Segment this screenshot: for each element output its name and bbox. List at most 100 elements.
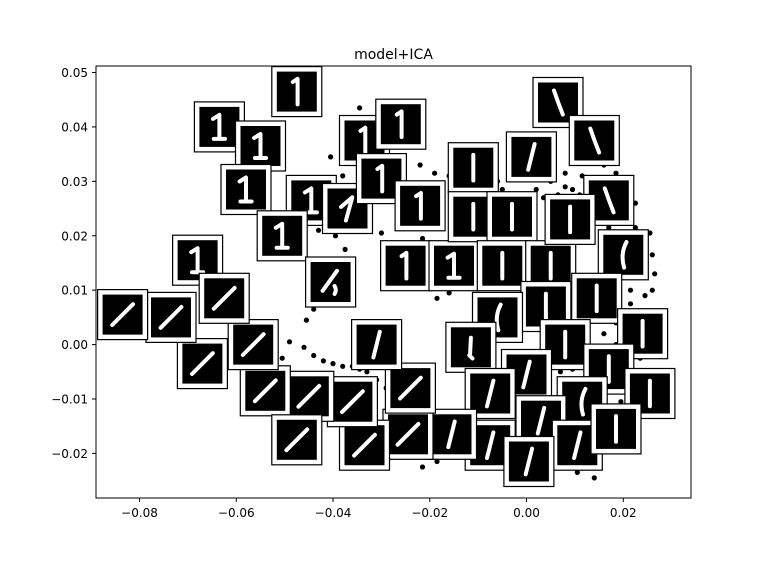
digit-thumbnail xyxy=(172,234,224,286)
digit-stroke xyxy=(394,109,404,139)
data-point xyxy=(419,235,426,242)
data-point xyxy=(613,170,619,176)
digit-thumbnail xyxy=(351,319,403,371)
digit-stroke xyxy=(399,250,409,281)
digit-stroke xyxy=(526,142,537,172)
x-tick-label: −0.02 xyxy=(411,506,448,520)
digit-thumbnail xyxy=(234,120,287,172)
digit-stroke xyxy=(446,419,457,450)
chart-title: model+ICA xyxy=(354,47,433,63)
digit-stroke xyxy=(189,246,206,275)
digit-thumbnail xyxy=(568,114,620,167)
digit-thumbnail xyxy=(305,256,357,308)
digit-stroke xyxy=(485,430,496,461)
digit-thumbnail xyxy=(220,163,272,216)
digit-thumbnail xyxy=(471,291,524,343)
digit-stroke xyxy=(284,427,310,453)
digit-thumbnail xyxy=(384,362,436,414)
digit-stroke xyxy=(290,76,300,107)
data-point xyxy=(562,170,568,176)
digit-thumbnail xyxy=(176,338,228,390)
digit-thumbnail xyxy=(486,191,538,243)
digit-stroke xyxy=(523,446,535,477)
digit-stroke xyxy=(240,332,266,358)
data-point xyxy=(562,184,568,190)
digit-thumbnail xyxy=(425,408,478,460)
data-point xyxy=(649,287,655,293)
digit-thumbnail xyxy=(375,98,427,150)
data-point xyxy=(330,361,336,367)
y-tick-label: 0.02 xyxy=(61,229,88,243)
data-point xyxy=(606,225,612,231)
data-point xyxy=(417,162,423,168)
digit-stroke xyxy=(273,221,290,250)
digit-stroke xyxy=(110,302,135,328)
digit-thumbnail xyxy=(597,229,649,281)
digit-stroke xyxy=(494,302,503,333)
digit-thumbnail xyxy=(145,291,197,343)
digit-stroke xyxy=(375,163,385,194)
digit-thumbnail xyxy=(271,65,323,118)
digit-thumbnail xyxy=(321,182,374,235)
digit-stroke xyxy=(467,335,475,361)
digit-stroke xyxy=(414,191,423,221)
digit-stroke xyxy=(211,285,237,311)
x-tick-label: −0.04 xyxy=(315,506,352,520)
digit-thumbnail xyxy=(503,435,555,488)
digit-thumbnail xyxy=(198,272,250,324)
data-point xyxy=(303,317,309,323)
digit-thumbnail xyxy=(326,376,378,428)
digit-stroke xyxy=(339,389,365,415)
digit-stroke xyxy=(210,112,227,141)
digit-stroke xyxy=(395,421,421,447)
x-tick-label: −0.08 xyxy=(121,506,158,520)
data-point xyxy=(627,301,634,307)
y-tick-label: 0.03 xyxy=(61,175,88,189)
digit-stroke xyxy=(252,132,269,161)
y-tick-label: 0.01 xyxy=(61,284,88,298)
data-point xyxy=(632,225,639,231)
data-point xyxy=(627,287,634,293)
digit-thumbnail xyxy=(447,142,499,194)
y-tick-label: 0.05 xyxy=(61,66,88,80)
digit-stroke xyxy=(339,195,355,223)
digit-stroke xyxy=(358,125,368,156)
y-axis: −0.02 −0.01 0.00 0.01 0.02 0.03 0.04 0.05 xyxy=(51,66,96,461)
digit-thumbnail xyxy=(382,408,434,460)
data-point xyxy=(364,369,370,375)
digit-stroke xyxy=(189,351,215,377)
data-point xyxy=(320,358,326,364)
y-tick-label: −0.01 xyxy=(51,392,88,406)
digit-thumbnail xyxy=(239,365,291,417)
digit-thumbnail xyxy=(338,419,391,471)
data-point xyxy=(340,173,346,179)
data-point xyxy=(649,252,655,258)
data-point xyxy=(340,363,346,369)
data-point xyxy=(499,186,505,193)
digit-thumbnail xyxy=(283,370,335,422)
data-point xyxy=(419,464,426,470)
plot-frame xyxy=(95,65,692,499)
digit-stroke xyxy=(552,88,565,117)
data-point xyxy=(652,271,658,277)
data-point xyxy=(311,306,317,312)
digit-thumbnail xyxy=(394,180,446,232)
y-tick-label: 0.04 xyxy=(61,120,88,134)
x-tick-label: −0.06 xyxy=(218,506,255,520)
data-point xyxy=(378,230,384,236)
digit-stroke xyxy=(237,175,254,204)
data-point xyxy=(357,105,363,111)
thumbnails-layer xyxy=(96,65,676,488)
x-axis: −0.08 −0.06 −0.04 −0.02 0.00 0.02 xyxy=(121,498,637,520)
data-point xyxy=(601,331,607,337)
data-point xyxy=(328,154,334,160)
digit-stroke xyxy=(397,375,423,401)
digit-thumbnail xyxy=(445,321,497,373)
digit-thumbnail xyxy=(271,414,323,466)
digit-thumbnail xyxy=(256,210,308,262)
digit-thumbnail xyxy=(544,193,596,245)
digit-thumbnail xyxy=(464,367,516,420)
digit-stroke xyxy=(320,268,340,297)
